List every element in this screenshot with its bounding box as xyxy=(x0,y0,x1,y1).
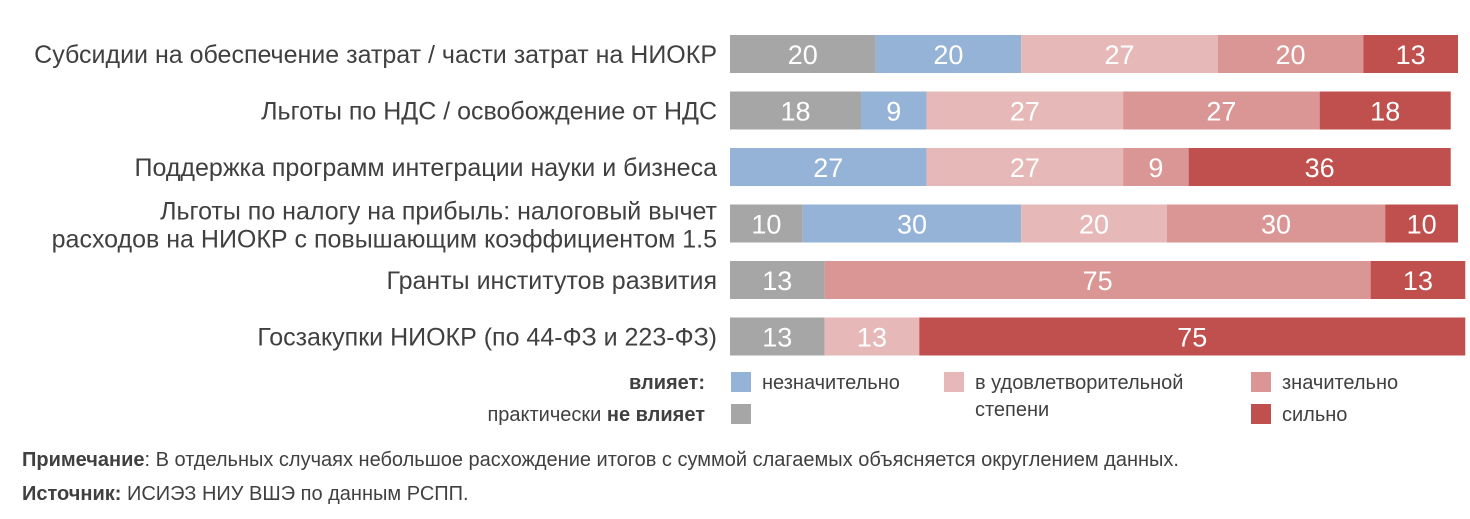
bar-segment xyxy=(730,35,876,73)
bar-segment xyxy=(730,91,862,130)
data-label: 27 xyxy=(1010,153,1040,183)
bar-segment xyxy=(730,261,825,299)
bar-segment xyxy=(1370,261,1466,299)
bar-segment xyxy=(919,317,1466,356)
data-label: 10 xyxy=(1407,210,1437,240)
legend-swatch xyxy=(731,404,751,424)
category-label: Льготы по налогу на прибыль: налоговый в… xyxy=(52,198,718,254)
legend-swatch xyxy=(731,372,751,392)
legend-swatch xyxy=(1251,372,1271,392)
bar-segment xyxy=(802,204,1022,243)
data-label: 10 xyxy=(751,210,781,240)
source-line: Источник: ИСИЭЗ НИУ ВШЭ по данным РСПП. xyxy=(22,483,469,506)
data-label: 13 xyxy=(1403,266,1433,296)
legend-swatch xyxy=(1251,404,1271,424)
data-label: 13 xyxy=(762,266,792,296)
source-text: ИСИЭЗ НИУ ВШЭ по данным РСПП. xyxy=(121,483,469,505)
legend-label: в удовлетворительной степени xyxy=(975,372,1183,421)
data-label: 13 xyxy=(1396,40,1426,70)
data-label: 18 xyxy=(780,97,810,127)
legend-group-label: влияет: xyxy=(629,372,705,394)
category-label: Льготы по НДС / освобождение от НДС xyxy=(261,98,717,126)
data-label: 36 xyxy=(1305,153,1335,183)
data-label: 13 xyxy=(857,323,887,353)
category-label: Гранты институтов развития xyxy=(386,267,717,295)
data-label: 20 xyxy=(788,40,818,70)
bar-segment xyxy=(1123,148,1189,186)
data-label: 27 xyxy=(1010,97,1040,127)
source-label: Источник: xyxy=(22,483,122,505)
bar-segment xyxy=(730,204,803,243)
note-text: : В отдельных случаях небольшое расхожде… xyxy=(144,449,1179,471)
bar-segment xyxy=(926,148,1124,186)
data-label: 20 xyxy=(1276,40,1306,70)
category-labels: Субсидии на обеспечение затрат / части з… xyxy=(34,41,717,352)
bar-segment xyxy=(1385,204,1458,243)
bar-segment xyxy=(1319,91,1451,130)
category-label: Субсидии на обеспечение затрат / части з… xyxy=(34,41,717,69)
data-label: 27 xyxy=(1206,97,1236,127)
bar-segment xyxy=(1363,35,1458,73)
legend-swatch xyxy=(944,372,964,392)
bar-segment xyxy=(1021,35,1218,73)
note-line: Примечание: В отдельных случаях небольшо… xyxy=(22,449,1179,472)
data-label: 27 xyxy=(813,153,843,183)
data-label: 20 xyxy=(933,40,963,70)
data-label: 20 xyxy=(1079,210,1109,240)
legend-label: значительно xyxy=(1282,372,1398,394)
category-label: Госзакупки НИОКР (по 44-ФЗ и 223-ФЗ) xyxy=(257,324,717,352)
data-label: 18 xyxy=(1370,97,1400,127)
legend: влияет: практически не влияет незначительн… xyxy=(487,372,1398,426)
bar-segment xyxy=(875,35,1022,73)
data-label: 75 xyxy=(1083,266,1113,296)
note-label: Примечание xyxy=(22,449,145,471)
bar-segment xyxy=(1123,91,1320,130)
data-label: 30 xyxy=(1261,210,1291,240)
bar-segment xyxy=(824,261,1371,299)
bar-segment xyxy=(824,317,920,356)
data-label: 9 xyxy=(886,97,901,127)
bar-segment xyxy=(1021,204,1167,243)
bar-segment xyxy=(730,148,927,186)
bar-segment xyxy=(1188,148,1451,186)
data-label: 13 xyxy=(762,323,792,353)
category-label: Поддержка программ интеграции науки и би… xyxy=(135,154,718,182)
data-label: 9 xyxy=(1148,153,1163,183)
bar-segment xyxy=(1166,204,1386,243)
bar-segment xyxy=(926,91,1124,130)
bar-segment xyxy=(1217,35,1364,73)
data-label: 30 xyxy=(897,210,927,240)
data-label: 27 xyxy=(1104,40,1134,70)
bar-segment xyxy=(861,91,927,130)
bar-segment xyxy=(730,317,825,356)
data-label: 75 xyxy=(1177,323,1207,353)
legend-label-not-affect: практически не влияет xyxy=(487,404,705,426)
legend-label: сильно xyxy=(1282,404,1347,426)
legend-label: незначительно xyxy=(762,372,900,394)
